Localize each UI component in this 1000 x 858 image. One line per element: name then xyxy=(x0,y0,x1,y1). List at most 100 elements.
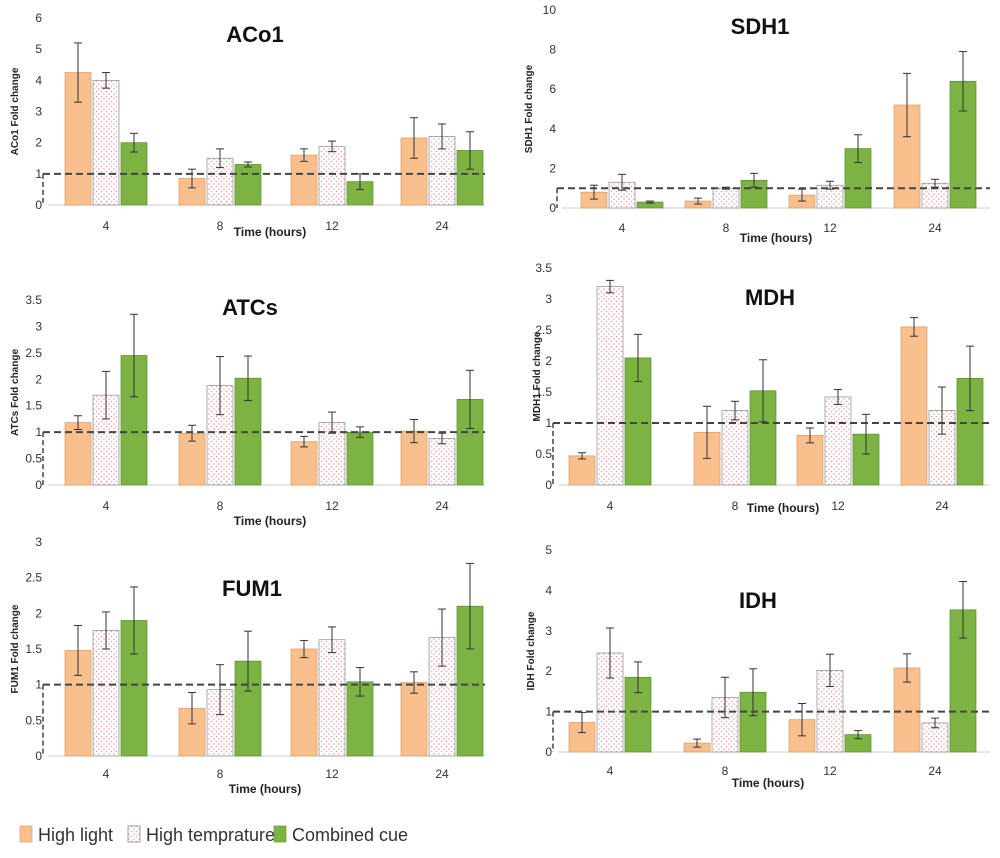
x-tick-label-8: 8 xyxy=(217,767,224,781)
x-tick-label-12: 12 xyxy=(325,767,339,781)
bar-combined-cue-4 xyxy=(120,355,148,486)
y-tick-label: 0 xyxy=(35,198,42,212)
x-tick-label-4: 4 xyxy=(607,499,614,513)
x-tick-label-24: 24 xyxy=(928,764,942,778)
y-tick-label: 1.5 xyxy=(25,642,42,656)
error-bar-high-temprature-12 xyxy=(834,389,842,405)
error-bar-high-light-8 xyxy=(703,405,711,459)
error-bar-high-light-24 xyxy=(903,72,911,138)
error-bar-high-temprature-12 xyxy=(328,626,336,654)
legend-label-combined-cue: Combined cue xyxy=(292,825,408,845)
error-bar-high-light-8 xyxy=(188,692,196,725)
error-bar-high-light-12 xyxy=(300,639,308,659)
y-tick-label: 2.5 xyxy=(25,571,42,585)
x-tick-label-4: 4 xyxy=(103,219,110,233)
bar-high-temprature-8 xyxy=(712,187,740,209)
y-tick-label: 2 xyxy=(549,161,556,175)
error-bar-high-temprature-4 xyxy=(606,279,614,294)
legend-swatch-high-light xyxy=(19,825,33,843)
y-tick-label: 2.5 xyxy=(25,346,42,360)
bar-high-temprature-24 xyxy=(428,438,456,486)
error-bar-high-light-8 xyxy=(188,424,196,442)
x-axis-label: Time (hours) xyxy=(229,782,301,796)
error-bar-high-light-4 xyxy=(74,415,82,430)
x-tick-label-12: 12 xyxy=(325,219,339,233)
chart-title-fum1: FUM1 xyxy=(222,576,282,601)
chart-title-idh: IDH xyxy=(739,588,777,613)
error-bar-high-light-12 xyxy=(798,703,806,737)
y-axis-label: FUM1 Fold change xyxy=(10,604,21,693)
y-tick-label: 3 xyxy=(35,535,42,549)
y-tick-label: 3.5 xyxy=(535,261,552,275)
bar-high-light-12 xyxy=(290,441,318,486)
error-bar-combined-cue-12 xyxy=(854,134,862,163)
error-bar-high-light-24 xyxy=(410,117,418,159)
chart-title-atcs: ATCs xyxy=(222,295,278,320)
error-bar-combined-cue-4 xyxy=(634,333,642,382)
x-tick-label-24: 24 xyxy=(935,499,949,513)
x-axis-label: Time (hours) xyxy=(740,231,812,245)
error-bar-combined-cue-12 xyxy=(356,426,364,438)
error-bar-high-light-24 xyxy=(410,671,418,694)
bar-high-light-24 xyxy=(900,326,928,486)
error-bar-high-light-12 xyxy=(300,435,308,448)
y-tick-label: 1.5 xyxy=(25,399,42,413)
y-tick-label: 4 xyxy=(549,122,556,136)
error-bar-high-temprature-4 xyxy=(618,173,626,191)
legend-label-high-temprature: High temprature xyxy=(146,825,275,845)
error-bar-high-temprature-24 xyxy=(938,386,946,435)
chart-title-sdh1: SDH1 xyxy=(731,14,790,39)
error-bar-high-temprature-12 xyxy=(328,411,336,434)
bar-combined-cue-12 xyxy=(346,431,374,486)
y-axis-label: IDH Fold change xyxy=(526,611,537,690)
error-bar-combined-cue-12 xyxy=(862,413,870,455)
error-bar-high-temprature-12 xyxy=(826,653,834,688)
error-bar-high-temprature-8 xyxy=(216,356,224,416)
bar-high-light-8 xyxy=(178,432,206,486)
x-axis-label: Time (hours) xyxy=(747,501,819,515)
y-tick-label: 0.5 xyxy=(535,447,552,461)
error-bar-combined-cue-24 xyxy=(959,581,967,639)
error-bar-high-temprature-8 xyxy=(216,664,224,716)
y-tick-label: 4 xyxy=(545,583,552,597)
bar-high-light-24 xyxy=(400,682,428,757)
y-tick-label: 0 xyxy=(35,749,42,763)
error-bar-combined-cue-4 xyxy=(646,200,654,204)
y-tick-label: 6 xyxy=(549,82,556,96)
legend-swatch-high-temprature xyxy=(127,825,141,843)
error-bar-combined-cue-4 xyxy=(634,661,642,694)
error-bar-combined-cue-8 xyxy=(759,359,767,423)
x-tick-label-24: 24 xyxy=(928,221,942,235)
y-tick-label: 2 xyxy=(545,664,552,678)
error-bar-high-temprature-24 xyxy=(438,608,446,667)
bar-high-temprature-12 xyxy=(824,396,852,486)
y-tick-label: 2 xyxy=(35,372,42,386)
y-tick-label: 0 xyxy=(545,478,552,492)
y-axis-label: ATCs Fold change xyxy=(10,349,21,436)
y-tick-label: 1 xyxy=(35,678,42,692)
error-bar-combined-cue-12 xyxy=(854,730,862,740)
x-tick-label-12: 12 xyxy=(823,764,837,778)
y-tick-label: 3 xyxy=(545,624,552,638)
error-bar-combined-cue-4 xyxy=(130,313,138,398)
y-tick-label: 0 xyxy=(545,745,552,759)
x-tick-label-4: 4 xyxy=(103,767,110,781)
y-tick-label: 0 xyxy=(549,201,556,215)
bar-high-light-12 xyxy=(796,435,824,486)
y-tick-label: 1 xyxy=(545,705,552,719)
y-tick-label: 3 xyxy=(35,105,42,119)
y-tick-label: 8 xyxy=(549,43,556,57)
error-bar-high-light-4 xyxy=(74,42,82,103)
error-bar-high-light-12 xyxy=(300,148,308,162)
x-tick-label-8: 8 xyxy=(723,221,730,235)
chart-panel-mdh: 0 0.5 1 1.5 2 2.5 3 3.5 4 8 12 24 MDH Time (hours) MDH… xyxy=(532,261,990,515)
error-bar-combined-cue-4 xyxy=(130,132,138,153)
error-bar-high-light-24 xyxy=(903,653,911,683)
error-bar-high-temprature-8 xyxy=(216,148,224,169)
legend-swatch-combined-cue xyxy=(273,825,287,843)
bar-high-temprature-4 xyxy=(92,79,120,206)
error-bar-combined-cue-8 xyxy=(749,668,757,717)
x-tick-label-4: 4 xyxy=(103,499,110,513)
